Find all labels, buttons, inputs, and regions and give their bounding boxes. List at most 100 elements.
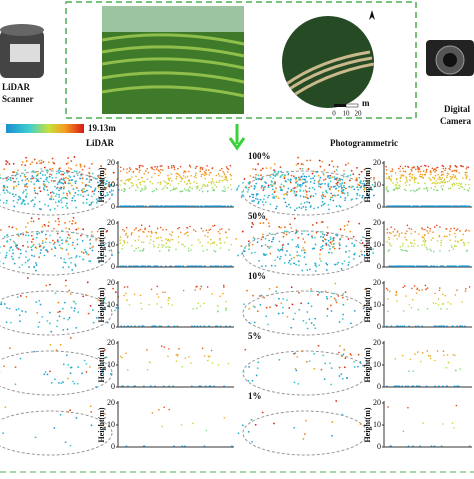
point — [207, 286, 209, 288]
point — [195, 230, 197, 232]
point — [452, 422, 454, 424]
point — [6, 307, 8, 309]
point — [399, 177, 401, 179]
point — [286, 299, 288, 301]
point — [154, 385, 156, 387]
point — [120, 236, 122, 238]
point — [65, 177, 67, 179]
point — [183, 175, 185, 177]
point — [223, 385, 225, 387]
point — [276, 305, 278, 307]
point — [433, 189, 435, 191]
point — [27, 277, 29, 279]
point — [35, 262, 37, 264]
point — [86, 199, 88, 201]
point — [125, 265, 127, 267]
point — [201, 228, 203, 230]
point — [20, 249, 22, 251]
point — [283, 185, 285, 187]
point — [331, 160, 333, 162]
point — [15, 366, 17, 368]
point — [407, 385, 409, 387]
point — [178, 242, 180, 244]
point — [55, 195, 57, 197]
point-cloud — [235, 218, 374, 275]
point — [95, 386, 97, 388]
point — [161, 165, 163, 167]
point — [82, 169, 84, 171]
point — [429, 230, 431, 232]
point — [93, 322, 95, 324]
point — [89, 366, 91, 368]
point — [225, 188, 227, 190]
point — [63, 188, 65, 190]
point-cloud — [243, 345, 367, 395]
point — [74, 263, 76, 265]
point — [439, 235, 441, 237]
point — [204, 205, 206, 207]
point — [347, 162, 349, 164]
point — [25, 226, 27, 228]
point — [321, 291, 323, 293]
point — [223, 286, 225, 288]
point — [411, 228, 413, 230]
point — [190, 265, 192, 267]
point — [330, 236, 332, 238]
point — [291, 286, 293, 288]
point — [225, 301, 227, 303]
point — [306, 160, 308, 162]
point — [437, 167, 439, 169]
point — [148, 172, 150, 174]
point — [256, 375, 258, 377]
point — [301, 270, 303, 272]
y-axis-label: Height(m) — [97, 287, 106, 322]
point — [133, 171, 135, 173]
scale-bar — [334, 104, 358, 107]
point — [442, 293, 444, 295]
point — [70, 337, 72, 339]
point — [396, 238, 398, 240]
point — [293, 175, 295, 177]
point — [194, 289, 196, 291]
point — [287, 243, 289, 245]
point — [71, 367, 73, 369]
point — [150, 236, 152, 238]
point — [168, 180, 170, 182]
point — [123, 240, 125, 242]
point — [345, 251, 347, 253]
point — [155, 188, 157, 190]
point — [62, 329, 64, 331]
y-tick-label: 0 — [377, 382, 381, 391]
point — [168, 303, 170, 305]
point — [198, 239, 200, 241]
point — [138, 230, 140, 232]
point — [431, 445, 433, 447]
point — [124, 286, 126, 288]
point — [227, 205, 229, 207]
point — [208, 174, 210, 176]
point — [138, 236, 140, 238]
point — [356, 186, 358, 188]
point — [36, 247, 38, 249]
point — [405, 205, 407, 207]
point — [174, 189, 176, 191]
point — [67, 411, 69, 413]
point — [465, 288, 467, 290]
point — [295, 229, 297, 231]
point — [204, 265, 206, 267]
point — [430, 173, 432, 175]
point — [6, 202, 8, 204]
point — [207, 242, 209, 244]
point — [306, 201, 308, 203]
north-arrow — [369, 10, 375, 20]
y-tick-label: 10 — [373, 420, 381, 429]
point — [274, 172, 276, 174]
point — [419, 187, 421, 189]
point — [66, 193, 68, 195]
point — [177, 355, 179, 357]
point — [52, 162, 54, 164]
point — [455, 265, 457, 267]
point — [36, 312, 38, 314]
point — [149, 242, 151, 244]
point — [227, 187, 229, 189]
